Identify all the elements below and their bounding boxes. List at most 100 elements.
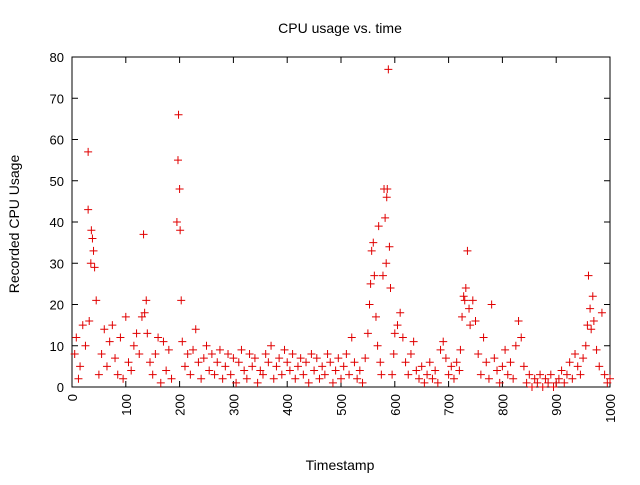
- data-point: [242, 374, 251, 383]
- x-tick-label: 900: [549, 394, 564, 416]
- y-tick-label: 0: [57, 380, 64, 395]
- data-point: [194, 358, 203, 367]
- data-point: [202, 341, 211, 350]
- data-point: [142, 296, 151, 305]
- data-point: [139, 230, 148, 239]
- y-tick-label: 40: [50, 215, 64, 230]
- data-point: [350, 358, 359, 367]
- data-point: [232, 378, 241, 387]
- data-point: [557, 366, 566, 375]
- y-tick-label: 60: [50, 133, 64, 148]
- data-point: [328, 378, 337, 387]
- data-point: [586, 304, 595, 313]
- data-point: [129, 341, 138, 350]
- data-point: [396, 308, 405, 317]
- data-point: [90, 263, 99, 272]
- data-point: [583, 321, 592, 330]
- data-point: [156, 378, 165, 387]
- data-point: [552, 378, 561, 387]
- data-point: [76, 362, 85, 371]
- data-point: [215, 345, 224, 354]
- data-point: [573, 362, 582, 371]
- y-tick-label: 70: [50, 91, 64, 106]
- data-point: [237, 345, 246, 354]
- data-point: [471, 317, 480, 325]
- data-point: [367, 246, 376, 255]
- data-point: [240, 366, 249, 375]
- data-point: [102, 362, 111, 371]
- data-point: [81, 341, 90, 350]
- data-point: [592, 345, 601, 354]
- x-tick-label: 0: [65, 394, 80, 401]
- data-point: [132, 329, 141, 338]
- data-point: [148, 370, 157, 379]
- data-point: [458, 312, 467, 321]
- data-point: [501, 345, 510, 354]
- data-point: [541, 374, 550, 383]
- data-point: [554, 374, 563, 383]
- data-point: [151, 350, 160, 358]
- data-point: [178, 337, 187, 346]
- data-point: [154, 333, 163, 342]
- x-tick-label: 200: [173, 394, 188, 416]
- chart-title: CPU usage vs. time: [278, 20, 402, 36]
- data-point: [210, 370, 219, 379]
- y-tick-label: 10: [50, 339, 64, 354]
- data-point: [288, 350, 297, 358]
- data-point: [484, 374, 493, 383]
- data-point: [587, 325, 596, 334]
- data-point: [258, 370, 267, 379]
- data-point: [87, 226, 96, 235]
- data-point: [105, 337, 114, 346]
- data-point: [164, 345, 173, 354]
- data-point: [116, 333, 125, 342]
- data-point: [382, 259, 391, 268]
- data-point: [382, 193, 391, 202]
- data-point: [452, 358, 461, 367]
- x-tick-label: 600: [388, 394, 403, 416]
- data-point: [234, 358, 243, 367]
- data-point: [376, 358, 385, 367]
- data-point: [267, 341, 276, 350]
- data-point: [533, 378, 542, 387]
- data-point: [389, 350, 398, 358]
- data-point: [383, 185, 392, 193]
- data-point: [85, 317, 94, 325]
- data-point: [307, 350, 316, 358]
- data-point: [468, 296, 477, 305]
- data-point: [337, 374, 345, 383]
- data-point: [72, 333, 81, 342]
- data-point: [565, 358, 574, 367]
- data-point: [487, 300, 496, 309]
- data-point: [525, 370, 534, 379]
- data-point: [404, 370, 413, 379]
- data-point: [275, 354, 284, 363]
- data-point: [248, 362, 257, 371]
- data-point: [159, 337, 168, 346]
- data-point: [401, 358, 410, 367]
- data-point: [304, 378, 313, 387]
- data-point: [506, 358, 515, 367]
- data-point: [108, 321, 117, 330]
- data-point: [256, 366, 265, 375]
- data-point: [127, 366, 136, 375]
- data-point: [315, 374, 324, 383]
- data-point: [417, 362, 426, 371]
- data-point: [84, 205, 93, 214]
- data-point: [378, 271, 387, 280]
- data-point: [358, 378, 367, 387]
- data-point: [293, 362, 302, 371]
- data-point: [476, 370, 485, 379]
- data-point: [463, 246, 472, 255]
- data-point: [461, 284, 470, 292]
- data-point: [143, 329, 152, 338]
- data-point: [495, 378, 504, 387]
- data-point: [433, 378, 442, 387]
- data-point: [439, 337, 448, 346]
- data-point: [595, 362, 604, 371]
- data-point: [186, 370, 195, 379]
- data-point: [355, 366, 364, 375]
- data-point: [370, 271, 379, 280]
- data-point: [386, 284, 395, 292]
